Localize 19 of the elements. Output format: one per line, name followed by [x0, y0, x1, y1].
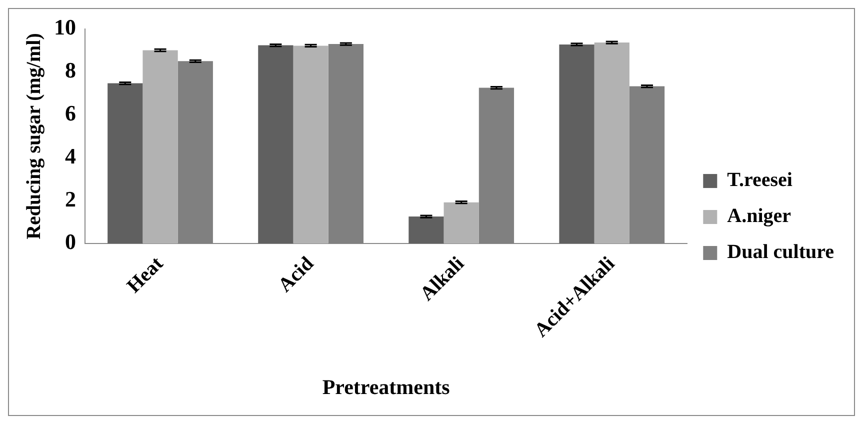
bar	[559, 44, 594, 244]
legend-label: T.reesei	[727, 169, 793, 192]
bar	[444, 202, 479, 244]
y-tick-label: 8	[65, 58, 76, 83]
y-tick-label: 6	[65, 100, 76, 126]
bar	[258, 45, 294, 244]
y-tick-label: 0	[65, 229, 76, 254]
y-axis-title: Reducing sugar (mg/ml)	[23, 33, 46, 240]
y-tick-label: 10	[54, 14, 76, 40]
x-axis-title: Pretreatments	[322, 374, 450, 399]
bar	[108, 83, 143, 244]
bar	[142, 50, 178, 244]
legend-label: A.niger	[727, 205, 792, 228]
legend-label: Dual culture	[727, 241, 834, 264]
bar	[408, 216, 444, 244]
bar	[594, 42, 630, 244]
y-tick-label: 2	[65, 186, 76, 212]
bar	[293, 46, 328, 244]
y-tick-label: 4	[65, 143, 76, 168]
